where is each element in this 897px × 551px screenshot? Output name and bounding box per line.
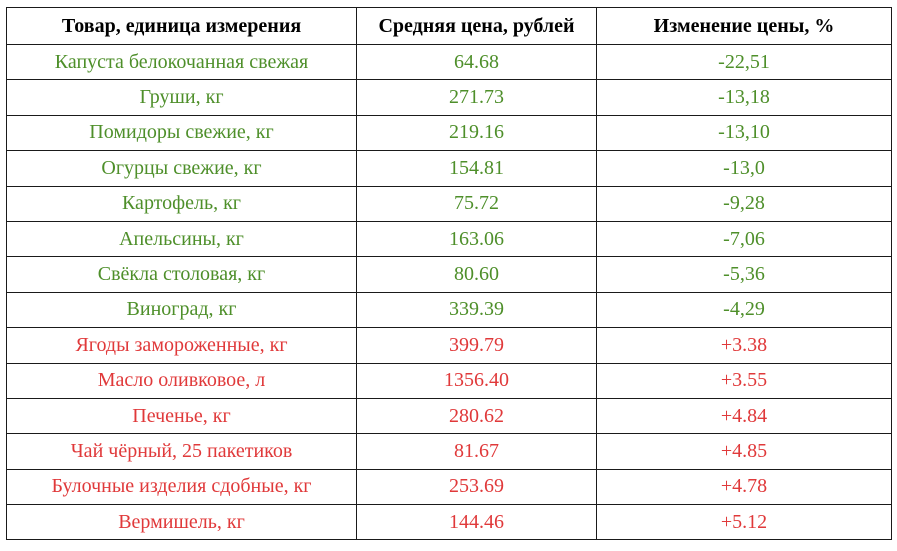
cell-item: Виноград, кг [6,291,357,329]
table-row: Груши, кг 271.73 -13,18 [6,79,892,116]
price-change-table: Товар, единица измерения Средняя цена, р… [6,7,892,541]
header-change: Изменение цены, % [596,7,892,45]
header-item: Товар, единица измерения [6,7,357,45]
cell-price: 80.60 [356,256,597,293]
cell-price: 64.68 [356,43,597,81]
cell-change: -5,36 [596,256,892,293]
cell-item: Масло оливковое, л [6,362,357,399]
cell-change: -4,29 [596,291,892,329]
cell-item: Чай чёрный, 25 пакетиков [6,433,357,470]
cell-price: 253.69 [356,468,597,506]
table-row: Ягоды замороженные, кг 399.79 +3.38 [6,327,892,364]
cell-change: +4.85 [596,433,892,470]
table-row: Печенье, кг 280.62 +4.84 [6,397,892,435]
table-row: Картофель, кг 75.72 -9,28 [6,185,892,222]
cell-item: Картофель, кг [6,185,357,222]
table-row: Свёкла столовая, кг 80.60 -5,36 [6,256,892,293]
cell-price: 144.46 [356,504,597,541]
header-price: Средняя цена, рублей [356,7,597,45]
cell-change: +3.55 [596,362,892,399]
cell-price: 399.79 [356,327,597,364]
cell-change: -13,0 [596,150,892,187]
cell-item: Вермишель, кг [6,504,357,541]
cell-item: Огурцы свежие, кг [6,150,357,187]
cell-change: +5.12 [596,504,892,541]
cell-change: +4.84 [596,397,892,435]
table-row: Масло оливковое, л 1356.40 +3.55 [6,362,892,399]
table-header-row: Товар, единица измерения Средняя цена, р… [6,7,892,45]
table-row: Апельсины, кг 163.06 -7,06 [6,220,892,258]
cell-price: 1356.40 [356,362,597,399]
cell-price: 75.72 [356,185,597,222]
cell-change: -13,10 [596,114,892,152]
cell-item: Капуста белокочанная свежая [6,43,357,81]
table-row: Чай чёрный, 25 пакетиков 81.67 +4.85 [6,433,892,470]
cell-item: Груши, кг [6,79,357,116]
cell-item: Апельсины, кг [6,220,357,258]
cell-change: +4.78 [596,468,892,506]
cell-item: Печенье, кг [6,397,357,435]
table-row: Помидоры свежие, кг 219.16 -13,10 [6,114,892,152]
table-row: Булочные изделия сдобные, кг 253.69 +4.78 [6,468,892,506]
cell-price: 154.81 [356,150,597,187]
cell-price: 81.67 [356,433,597,470]
cell-item: Ягоды замороженные, кг [6,327,357,364]
cell-price: 339.39 [356,291,597,329]
cell-item: Помидоры свежие, кг [6,114,357,152]
table-row: Огурцы свежие, кг 154.81 -13,0 [6,150,892,187]
cell-price: 280.62 [356,397,597,435]
cell-price: 163.06 [356,220,597,258]
cell-change: -9,28 [596,185,892,222]
cell-change: -7,06 [596,220,892,258]
cell-change: -22,51 [596,43,892,81]
cell-price: 219.16 [356,114,597,152]
table-row: Виноград, кг 339.39 -4,29 [6,291,892,329]
cell-item: Булочные изделия сдобные, кг [6,468,357,506]
cell-change: +3.38 [596,327,892,364]
table-row: Вермишель, кг 144.46 +5.12 [6,504,892,541]
cell-item: Свёкла столовая, кг [6,256,357,293]
cell-change: -13,18 [596,79,892,116]
table-row: Капуста белокочанная свежая 64.68 -22,51 [6,43,892,81]
cell-price: 271.73 [356,79,597,116]
